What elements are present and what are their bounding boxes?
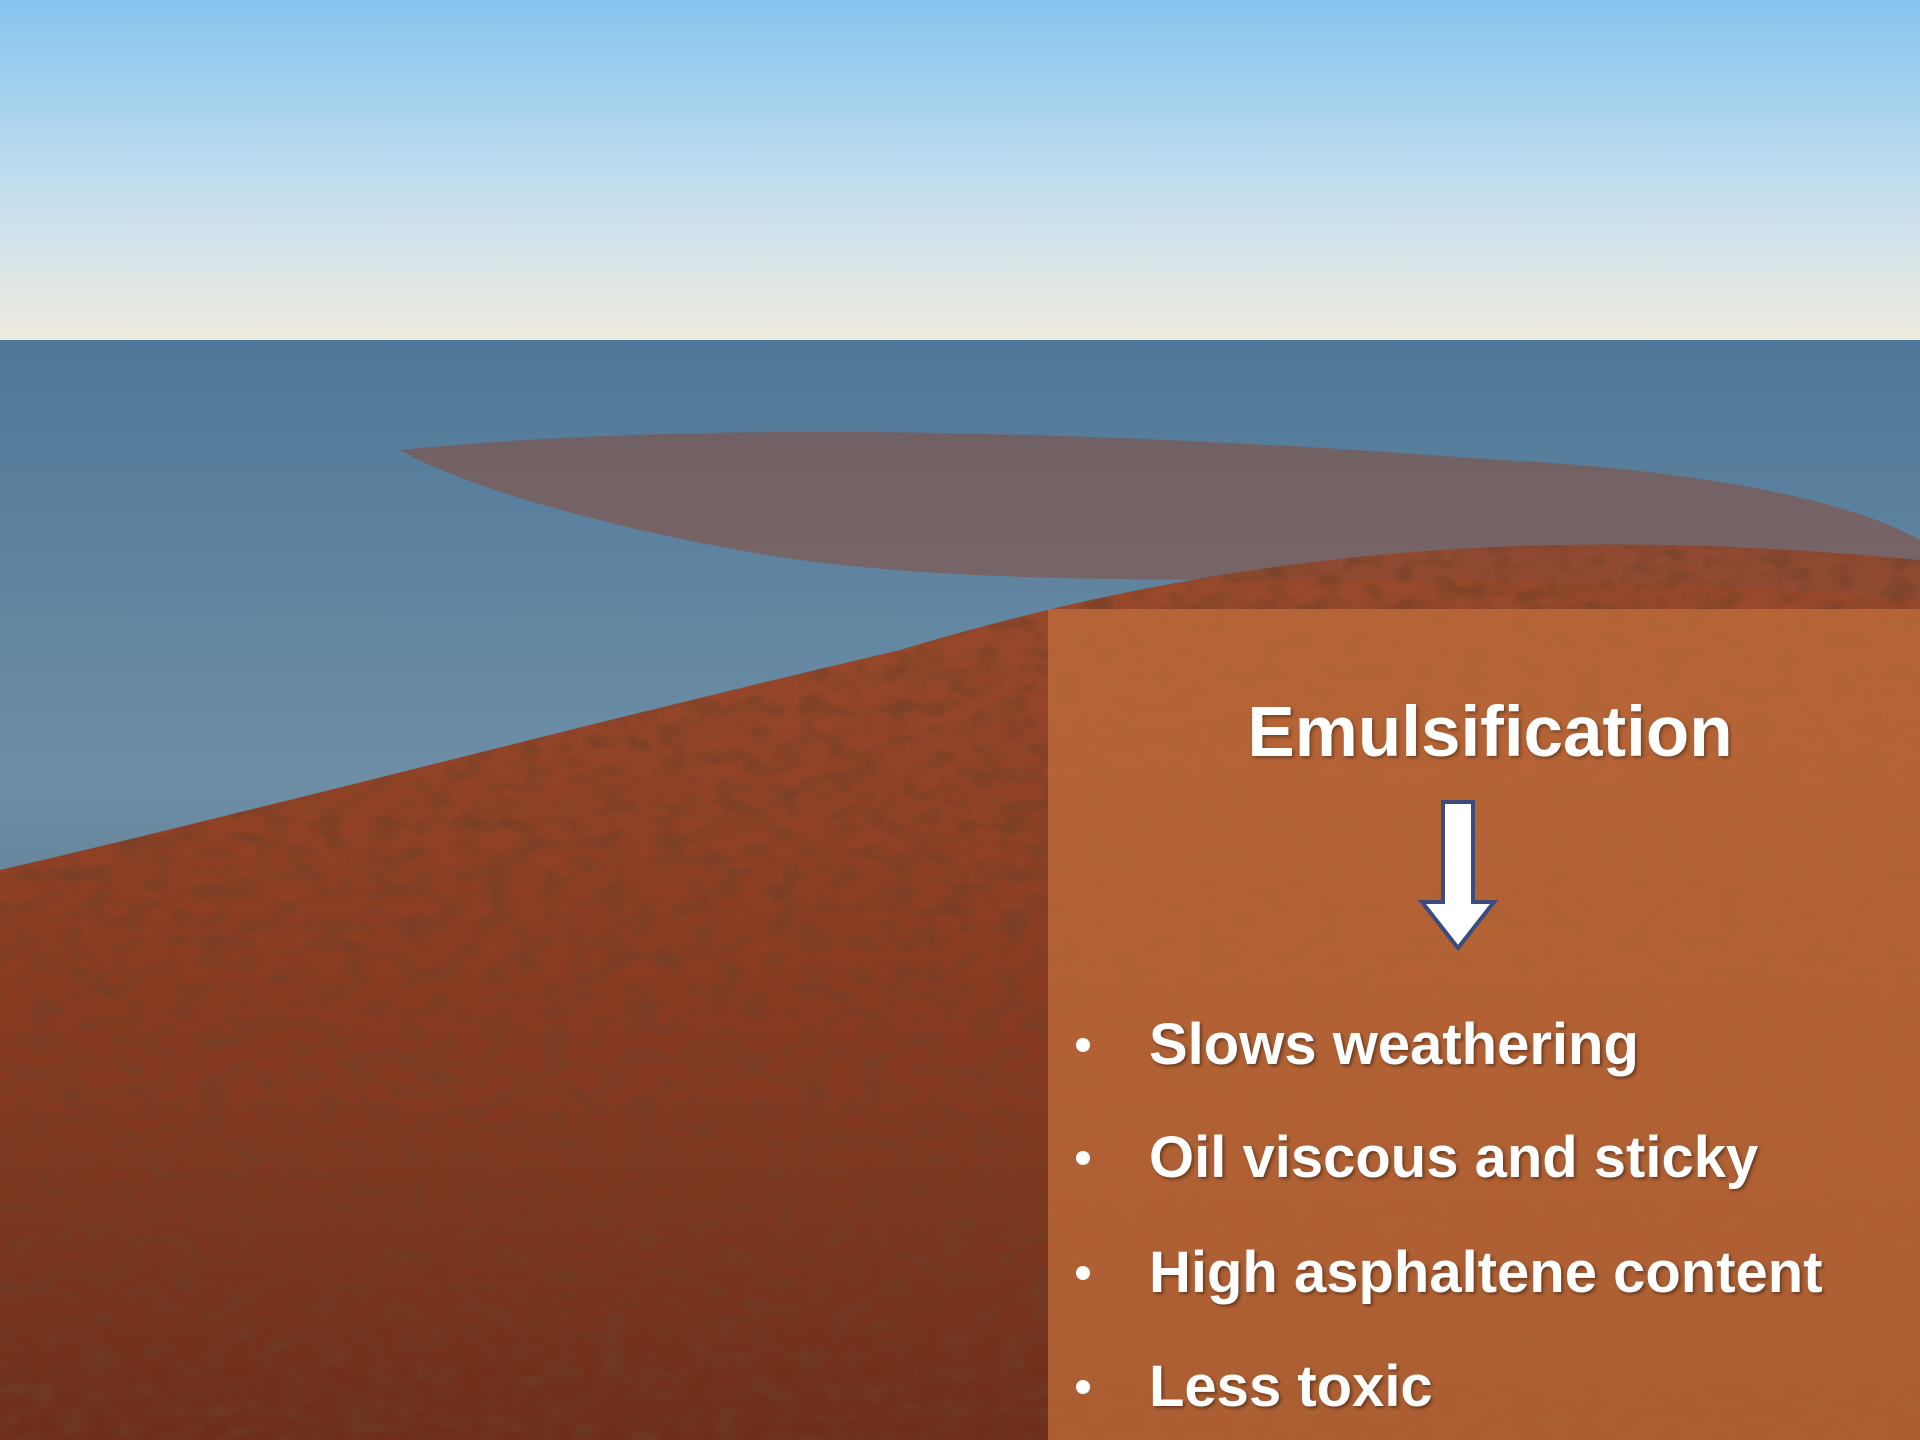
bullet-dot [1076,1266,1090,1280]
bullet-text: Oil viscous and sticky [1149,1123,1758,1193]
bullet-text: High asphaltene content [1149,1238,1823,1308]
bullet-dot [1076,1151,1090,1165]
bullet-dot [1076,1380,1090,1394]
slide-title: Emulsification [1048,692,1920,773]
slide: Emulsification Slows weathering Oil visco… [0,0,1920,1440]
bullet-item: Less toxic [1076,1352,1433,1422]
bullet-text: Slows weathering [1149,1010,1639,1080]
bullet-text: Less toxic [1149,1352,1433,1422]
bullet-dot [1076,1038,1090,1052]
bullet-item: High asphaltene content [1076,1238,1823,1308]
bullet-item: Slows weathering [1076,1010,1639,1080]
bullet-item: Oil viscous and sticky [1076,1123,1758,1193]
down-arrow [1416,798,1500,954]
